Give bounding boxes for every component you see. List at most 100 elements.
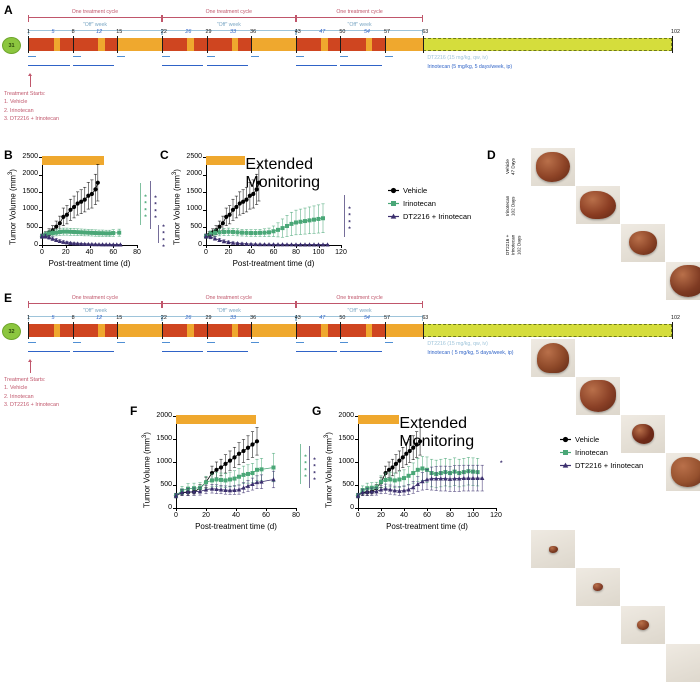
irinotecan-dose-span: [162, 351, 204, 352]
timeline-day-label: 8: [72, 315, 75, 321]
treatment-bar-on: [206, 156, 215, 165]
x-tick: [137, 245, 138, 248]
timeline-dose-stripe: [321, 38, 327, 51]
marker-circle-icon: [560, 435, 571, 444]
treatment-cycle-label: One treatment cycle: [296, 9, 424, 15]
x-tick-label: 60: [101, 249, 125, 256]
timeline-day-label: 22: [161, 315, 167, 321]
x-tick: [66, 245, 67, 248]
extended-monitoring-segment: [423, 324, 672, 337]
timeline-day-label-dose: 12: [96, 29, 102, 35]
marker-square-icon: [560, 448, 571, 457]
timeline-day-label: 43: [295, 315, 301, 321]
timeline-day-label: 63: [422, 29, 428, 35]
extended-monitoring-segment: [423, 38, 672, 51]
timeline-dose-stripe: [366, 38, 372, 51]
y-tick: [355, 485, 358, 486]
x-tick: [319, 245, 320, 248]
x-axis-title: Post-treatment time (d): [200, 259, 347, 268]
timeline-day-label-dose: 5: [52, 315, 55, 321]
dt2216-dose-mark: [162, 342, 170, 343]
extended-monitoring-bar: Extended Monitoring: [245, 156, 318, 165]
treatment-cycle-bracket: [162, 17, 296, 18]
treatment-bar-on: [218, 156, 227, 165]
timeline-day-label: 29: [206, 315, 212, 321]
tumor-image-cell: [666, 453, 700, 491]
treatment-bar-on: [176, 415, 196, 424]
x-tick-label: 100: [461, 512, 485, 519]
x-tick-label: 80: [438, 512, 462, 519]
timeline-day-label: 102: [671, 29, 680, 35]
x-tick: [251, 245, 252, 248]
timeline-day-label: 57: [384, 315, 390, 321]
legend-item-vehicle-g: Vehicle: [560, 435, 599, 444]
timeline-dose-stripe: [321, 324, 327, 337]
x-tick-label: 120: [329, 249, 353, 256]
treatment-cycle-bracket: [28, 17, 162, 18]
timeline-dose-stripe: [54, 324, 60, 337]
treatment-bar-on: [202, 415, 220, 424]
legend-item-combo: DT2216 + Irinotecan: [388, 212, 471, 221]
chart-panel-b: Tumor Volume (mm3) 0 500 1000 1500 2000 2500 0 2…: [0, 145, 165, 275]
timeline-tick: [117, 36, 118, 53]
x-axis-title: Post-treatment time (d): [36, 259, 143, 268]
y-axis-title: Tumor Volume (mm3): [324, 432, 334, 508]
tumor-image-grid: Vehicle 47 Days Irinotecan 102 Days DT2216…: [505, 148, 700, 273]
legend-label-irinotecan: Irinotecan: [403, 199, 436, 208]
significance-irinotecan: ****: [302, 454, 309, 481]
treatment-cycle-label: One treatment cycle: [162, 295, 296, 301]
timeline-day-label: 15: [116, 29, 122, 35]
irinotecan-dose-span: [28, 65, 70, 66]
x-tick-label: 0: [164, 512, 188, 519]
x-axis-title: Post-treatment time (d): [352, 522, 502, 531]
timeline-day-label: 50: [339, 29, 345, 35]
timeline-day-label: 57: [384, 29, 390, 35]
legend-label-irinotecan: Irinotecan: [575, 448, 608, 457]
x-tick-label: 40: [239, 249, 263, 256]
timeline-day-label-dose: 54: [364, 29, 370, 35]
timeline-tick: [423, 322, 424, 339]
y-tick: [39, 210, 42, 211]
x-tick-label: 20: [369, 512, 393, 519]
y-tick: [203, 192, 206, 193]
y-tick-label: 500: [177, 223, 202, 230]
tumor-row-label: Irinotecan 102 Days: [505, 187, 525, 225]
tumor-image-cell: [576, 186, 620, 224]
y-tick-label: 1000: [329, 458, 354, 465]
legend-label-combo: DT2216 + Irinotecan: [403, 212, 471, 221]
timeline-day-label-dose: 47: [319, 315, 325, 321]
y-tick: [39, 192, 42, 193]
x-tick: [229, 245, 230, 248]
off-week-label: "Off" week: [296, 22, 424, 28]
treatment-cycle-label: One treatment cycle: [296, 295, 424, 301]
y-tick-label: 2500: [13, 153, 38, 160]
off-week-bracket: [28, 316, 162, 317]
y-axis-line: [42, 157, 43, 245]
y-tick-label: 500: [329, 481, 354, 488]
timeline-tick: [28, 36, 29, 53]
x-tick: [236, 508, 237, 511]
x-tick: [341, 245, 342, 248]
timeline-dose-stripe: [232, 38, 238, 51]
treatment-cycle-bracket: [162, 303, 296, 304]
y-tick: [203, 175, 206, 176]
timeline-day-label-dose: 26: [185, 315, 191, 321]
off-week-label: "Off" week: [296, 308, 424, 314]
x-tick-label: 20: [194, 512, 218, 519]
timeline-day-label: 29: [206, 29, 212, 35]
y-tick-label: 0: [177, 241, 202, 248]
x-tick: [450, 508, 451, 511]
irinotecan-dose-span: [296, 65, 338, 66]
irinotecan-dose-span: [340, 65, 382, 66]
timeline-day-label: 102: [671, 315, 680, 321]
x-tick: [274, 245, 275, 248]
y-tick-label: 2000: [177, 170, 202, 177]
timeline-day-label: 50: [339, 315, 345, 321]
treatment-cycle-bracket: [296, 303, 424, 304]
irinotecan-dose-span: [28, 351, 70, 352]
dt2216-dose-mark: [207, 342, 215, 343]
treatment-bar-on: [61, 156, 75, 165]
off-week-bracket: [162, 30, 296, 31]
y-tick: [173, 462, 176, 463]
x-tick: [266, 508, 267, 511]
